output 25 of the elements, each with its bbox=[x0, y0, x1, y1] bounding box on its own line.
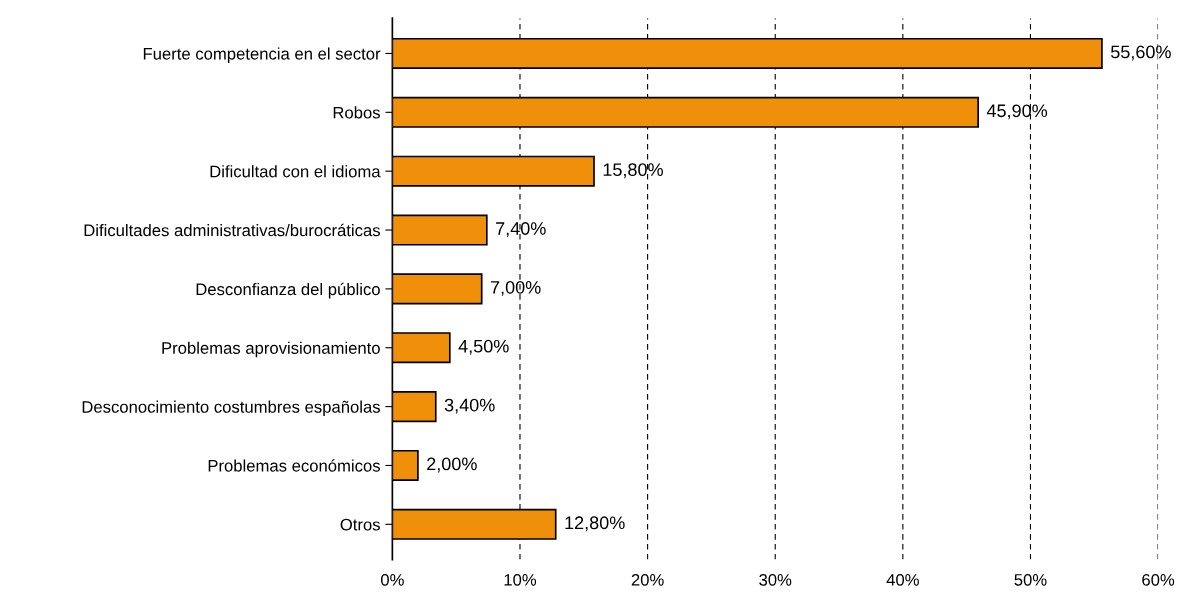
y-tick-label: Problemas económicos bbox=[208, 459, 380, 472]
y-tick-label: Fuerte competencia en el sector bbox=[143, 47, 381, 63]
y-tick-label: Problemas aprovisionamiento bbox=[162, 341, 380, 358]
data-label: 4,50% bbox=[458, 339, 509, 355]
data-label: 55,60% bbox=[1110, 45, 1171, 61]
y-tick-label: Robos bbox=[333, 106, 380, 119]
data-label: 15,80% bbox=[603, 163, 663, 179]
y-tick-label: Otros bbox=[340, 518, 380, 531]
data-label: 2,00% bbox=[427, 457, 477, 473]
x-tick-label: 10% bbox=[504, 573, 537, 586]
x-tick-label: 50% bbox=[1014, 573, 1047, 586]
data-label: 7,00% bbox=[490, 280, 541, 296]
y-tick-label: Desconfianza del público bbox=[196, 282, 380, 299]
y-tick-label: Desconocimiento costumbres españolas bbox=[82, 400, 380, 417]
data-label: 7,40% bbox=[496, 222, 546, 238]
x-tick-label: 40% bbox=[886, 573, 919, 586]
x-tick-label: 20% bbox=[631, 573, 664, 586]
data-label: 45,90% bbox=[986, 104, 1048, 120]
x-tick-label: 0% bbox=[380, 573, 404, 586]
data-label: 3,40% bbox=[444, 398, 495, 414]
y-tick-label: Dificultad con el idioma bbox=[210, 165, 381, 178]
x-tick-label: 30% bbox=[759, 573, 792, 586]
y-tick-label: Dificultades administrativas/burocráticas bbox=[84, 223, 380, 237]
data-label: 12,80% bbox=[565, 516, 625, 532]
x-tick-label: 60% bbox=[1142, 573, 1175, 586]
